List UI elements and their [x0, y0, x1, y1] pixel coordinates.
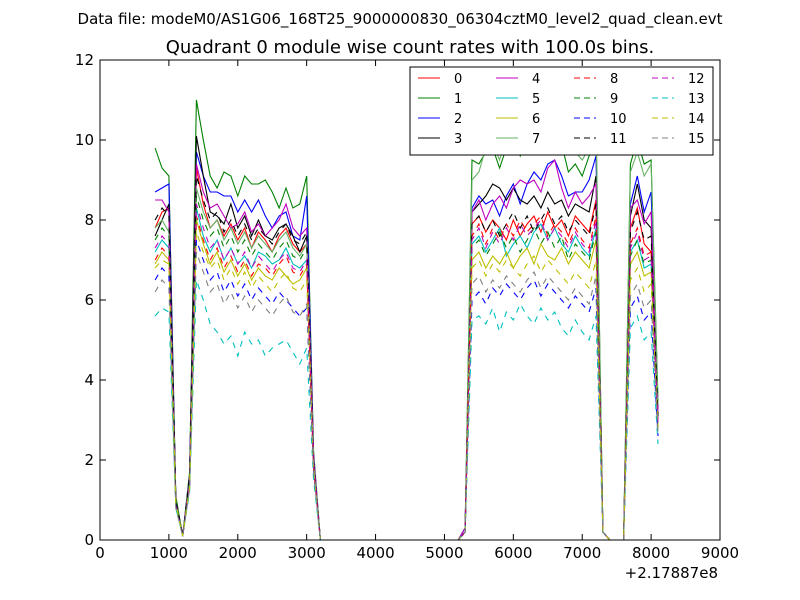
y-tick-label: 12: [75, 51, 94, 69]
legend-label-10: 10: [610, 112, 627, 127]
chart-title: Quadrant 0 module wise count rates with …: [166, 37, 655, 58]
y-tick-label: 10: [75, 131, 94, 149]
series-line-15: [154, 251, 659, 540]
series-line-14: [154, 231, 659, 540]
legend-label-11: 11: [610, 132, 627, 147]
series-line-1: [154, 99, 659, 540]
series-line-3: [154, 135, 659, 540]
series-line-9: [154, 195, 659, 540]
legend-label-15: 15: [688, 132, 705, 147]
x-tick-label: 8000: [632, 544, 670, 562]
series-line-2: [154, 151, 659, 540]
legend-label-2: 2: [454, 112, 462, 127]
x-offset-label: +2.17887e8: [625, 564, 718, 582]
legend-label-1: 1: [454, 92, 462, 107]
y-tick-label: 4: [84, 371, 94, 389]
y-tick-label: 8: [84, 211, 94, 229]
y-tick-label: 6: [84, 291, 94, 309]
series-line-6: [154, 219, 659, 540]
legend-label-0: 0: [454, 72, 462, 87]
legend-label-13: 13: [688, 92, 705, 107]
series-line-0: [154, 167, 659, 540]
x-tick-label: 1000: [150, 544, 188, 562]
series-line-10: [154, 239, 659, 540]
legend-label-5: 5: [532, 92, 540, 107]
y-tick-label: 2: [84, 451, 94, 469]
x-tick-label: 4000: [356, 544, 394, 562]
x-tick-label: 9000: [701, 544, 739, 562]
legend-label-12: 12: [688, 72, 705, 87]
figure-suptitle: Data file: modeM0/AS1G06_168T25_90000008…: [78, 10, 723, 29]
x-tick-label: 7000: [563, 544, 601, 562]
legend-label-9: 9: [610, 92, 618, 107]
x-tick-label: 6000: [494, 544, 532, 562]
legend-label-14: 14: [688, 112, 705, 127]
series-layer: [154, 99, 659, 540]
x-tick-label: 0: [95, 544, 105, 562]
legend-label-4: 4: [532, 72, 540, 87]
y-tick-label: 0: [84, 531, 94, 549]
series-line-4: [155, 158, 659, 540]
legend-frame: [409, 66, 714, 156]
x-tick-label: 3000: [288, 544, 326, 562]
series-line-12: [154, 203, 659, 540]
x-tick-label: 5000: [425, 544, 463, 562]
legend-label-6: 6: [532, 112, 540, 127]
x-tick-label: 2000: [219, 544, 257, 562]
series-line-11: [154, 175, 659, 540]
axis-ticks: 0 1000 2000 3000 4000 5000 6000 7000 8000 9000 0 2 4…: [75, 51, 739, 562]
legend-label-7: 7: [532, 132, 540, 147]
legend-label-3: 3: [454, 132, 462, 147]
legend-label-8: 8: [610, 72, 618, 87]
